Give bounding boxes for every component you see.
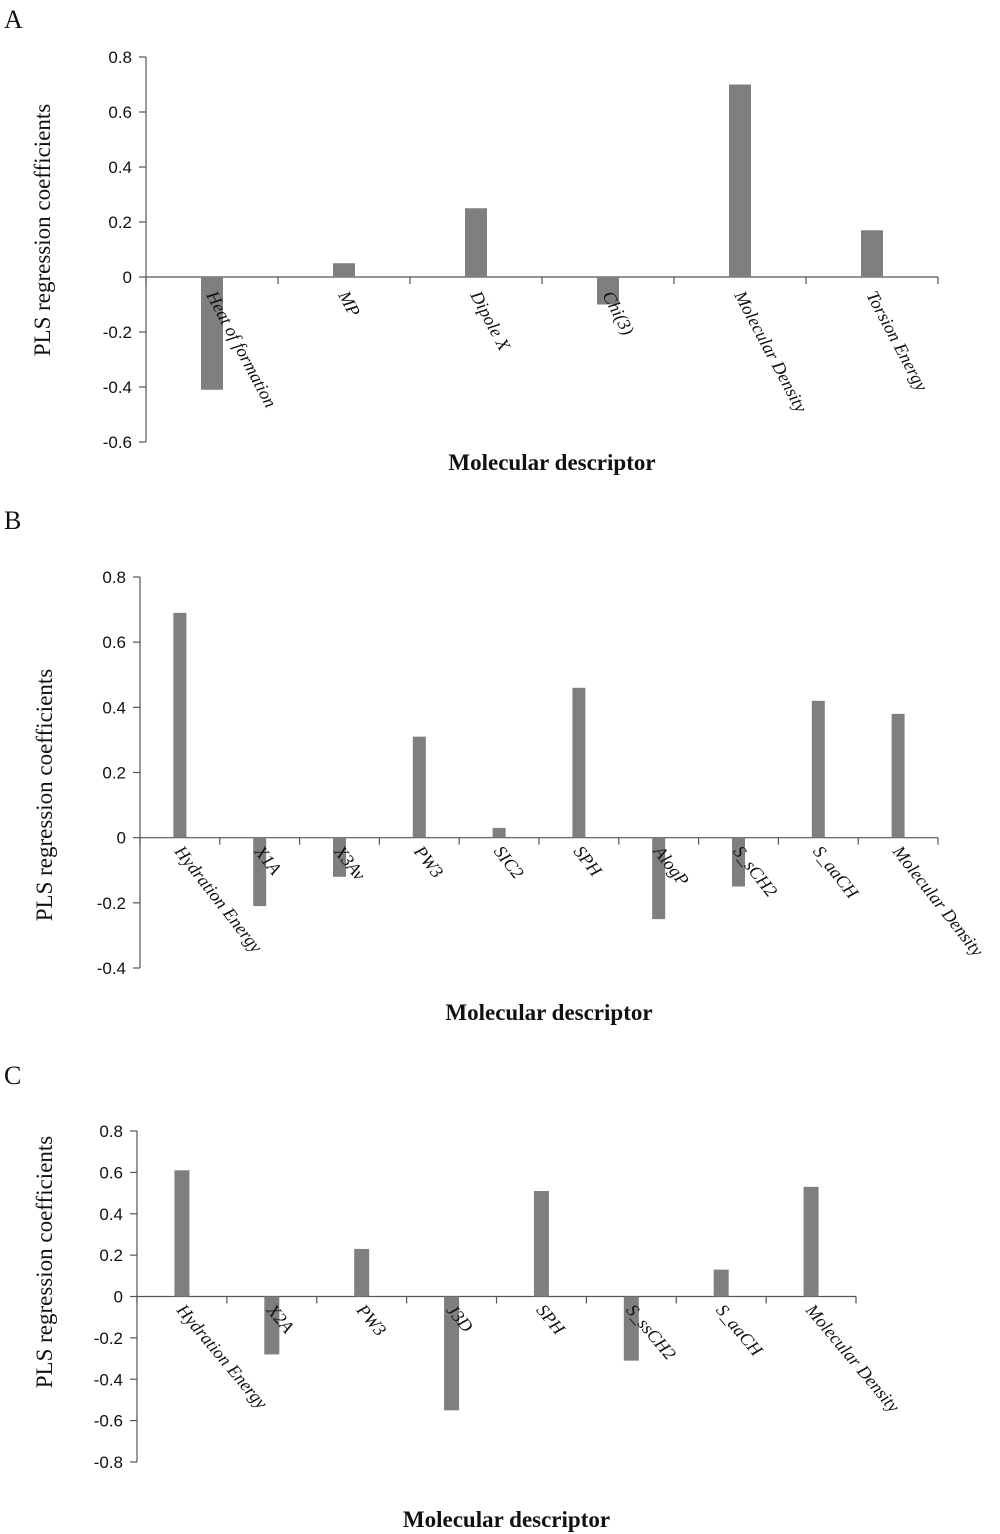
bar <box>412 736 426 838</box>
y-tick-label: 0.2 <box>108 213 132 232</box>
x-tick-label: Molecular Density <box>730 287 811 416</box>
y-tick-label: -0.8 <box>94 1453 123 1472</box>
bar <box>533 1190 549 1297</box>
y-tick-label: -0.2 <box>94 1329 123 1348</box>
y-tick-label: 0 <box>117 829 126 848</box>
y-tick-label: 0.8 <box>108 48 132 67</box>
y-tick-label: -0.4 <box>94 1370 123 1389</box>
bar <box>732 837 745 887</box>
y-tick-label: -0.4 <box>97 959 126 978</box>
y-tick-label: 0.8 <box>99 1122 123 1141</box>
x-tick-label: SPH <box>532 1300 569 1339</box>
bar <box>572 687 586 838</box>
y-tick-label: -0.4 <box>103 378 132 397</box>
x-tick-label: Dipole X <box>466 287 515 355</box>
x-tick-label: PW3 <box>410 841 448 882</box>
x-tick-label: SPH <box>570 842 607 881</box>
y-axis-label: PLS regression coefficients <box>32 1136 57 1389</box>
panel-label: C <box>4 1061 21 1090</box>
bar <box>652 837 666 920</box>
x-axis-label: Molecular descriptor <box>445 1000 652 1025</box>
y-tick-label: 0 <box>123 268 132 287</box>
y-axis-label: PLS regression coefficients <box>32 669 57 922</box>
x-tick-label: SIC2 <box>490 842 528 883</box>
bar <box>444 1296 460 1411</box>
y-tick-label: 0 <box>114 1288 123 1307</box>
bar <box>597 277 619 305</box>
y-tick-label: -0.6 <box>103 433 132 452</box>
chart-panel-c: C 0.8 0.6 0.4 0.2 0 -0.2 -0.4 -0.6 -0.8 Hydration … <box>4 1061 904 1532</box>
bar <box>713 1269 729 1297</box>
x-axis-label: Molecular descriptor <box>403 1507 610 1532</box>
bar <box>253 837 267 907</box>
y-tick-label: -0.6 <box>94 1412 123 1431</box>
bar <box>201 277 223 390</box>
panel-label: B <box>4 506 21 535</box>
y-tick-label: 0.2 <box>102 764 126 783</box>
y-axis-label: PLS regression coefficients <box>30 104 55 357</box>
bar <box>173 612 187 838</box>
bar <box>623 1296 639 1361</box>
x-tick-label: Molecular Density <box>801 1299 903 1416</box>
x-tick-label: S_aaCH <box>712 1300 767 1360</box>
bar <box>891 713 905 838</box>
x-tick-label: Hydration Energy <box>172 1299 271 1412</box>
y-tick-label: 0.4 <box>102 698 126 717</box>
bar <box>333 263 355 277</box>
y-tick-label: -0.2 <box>97 894 126 913</box>
x-tick-label: Chi(3) <box>598 287 639 338</box>
y-tick-label: 0.6 <box>99 1163 123 1182</box>
y-tick-label: -0.2 <box>103 323 132 342</box>
x-tick-label: PW3 <box>352 1299 390 1339</box>
bar <box>803 1186 819 1297</box>
x-tick-label: Torsion Energy <box>862 287 931 394</box>
y-tick-label: 0.4 <box>99 1205 123 1224</box>
x-tick-label: MP <box>334 287 364 320</box>
y-tick-label: 0.4 <box>108 158 132 177</box>
bar <box>333 837 346 877</box>
x-tick-label: S_aaCH <box>809 842 863 903</box>
bar <box>492 827 506 838</box>
bar <box>174 1170 190 1297</box>
y-tick-label: 0.6 <box>108 103 132 122</box>
bar <box>354 1248 370 1297</box>
x-tick-label: Hydration Energy <box>170 841 266 956</box>
bar <box>465 208 487 277</box>
y-tick-label: 0.2 <box>99 1246 123 1265</box>
x-tick-label: Molecular Density <box>888 841 987 960</box>
y-tick-label: 0.6 <box>102 633 126 652</box>
bar <box>264 1296 280 1355</box>
bar <box>729 84 751 277</box>
bar <box>861 230 883 277</box>
panel-label: A <box>4 5 23 34</box>
y-tick-label: 0.8 <box>102 568 126 587</box>
x-axis-label: Molecular descriptor <box>448 450 655 475</box>
bar <box>811 700 825 838</box>
